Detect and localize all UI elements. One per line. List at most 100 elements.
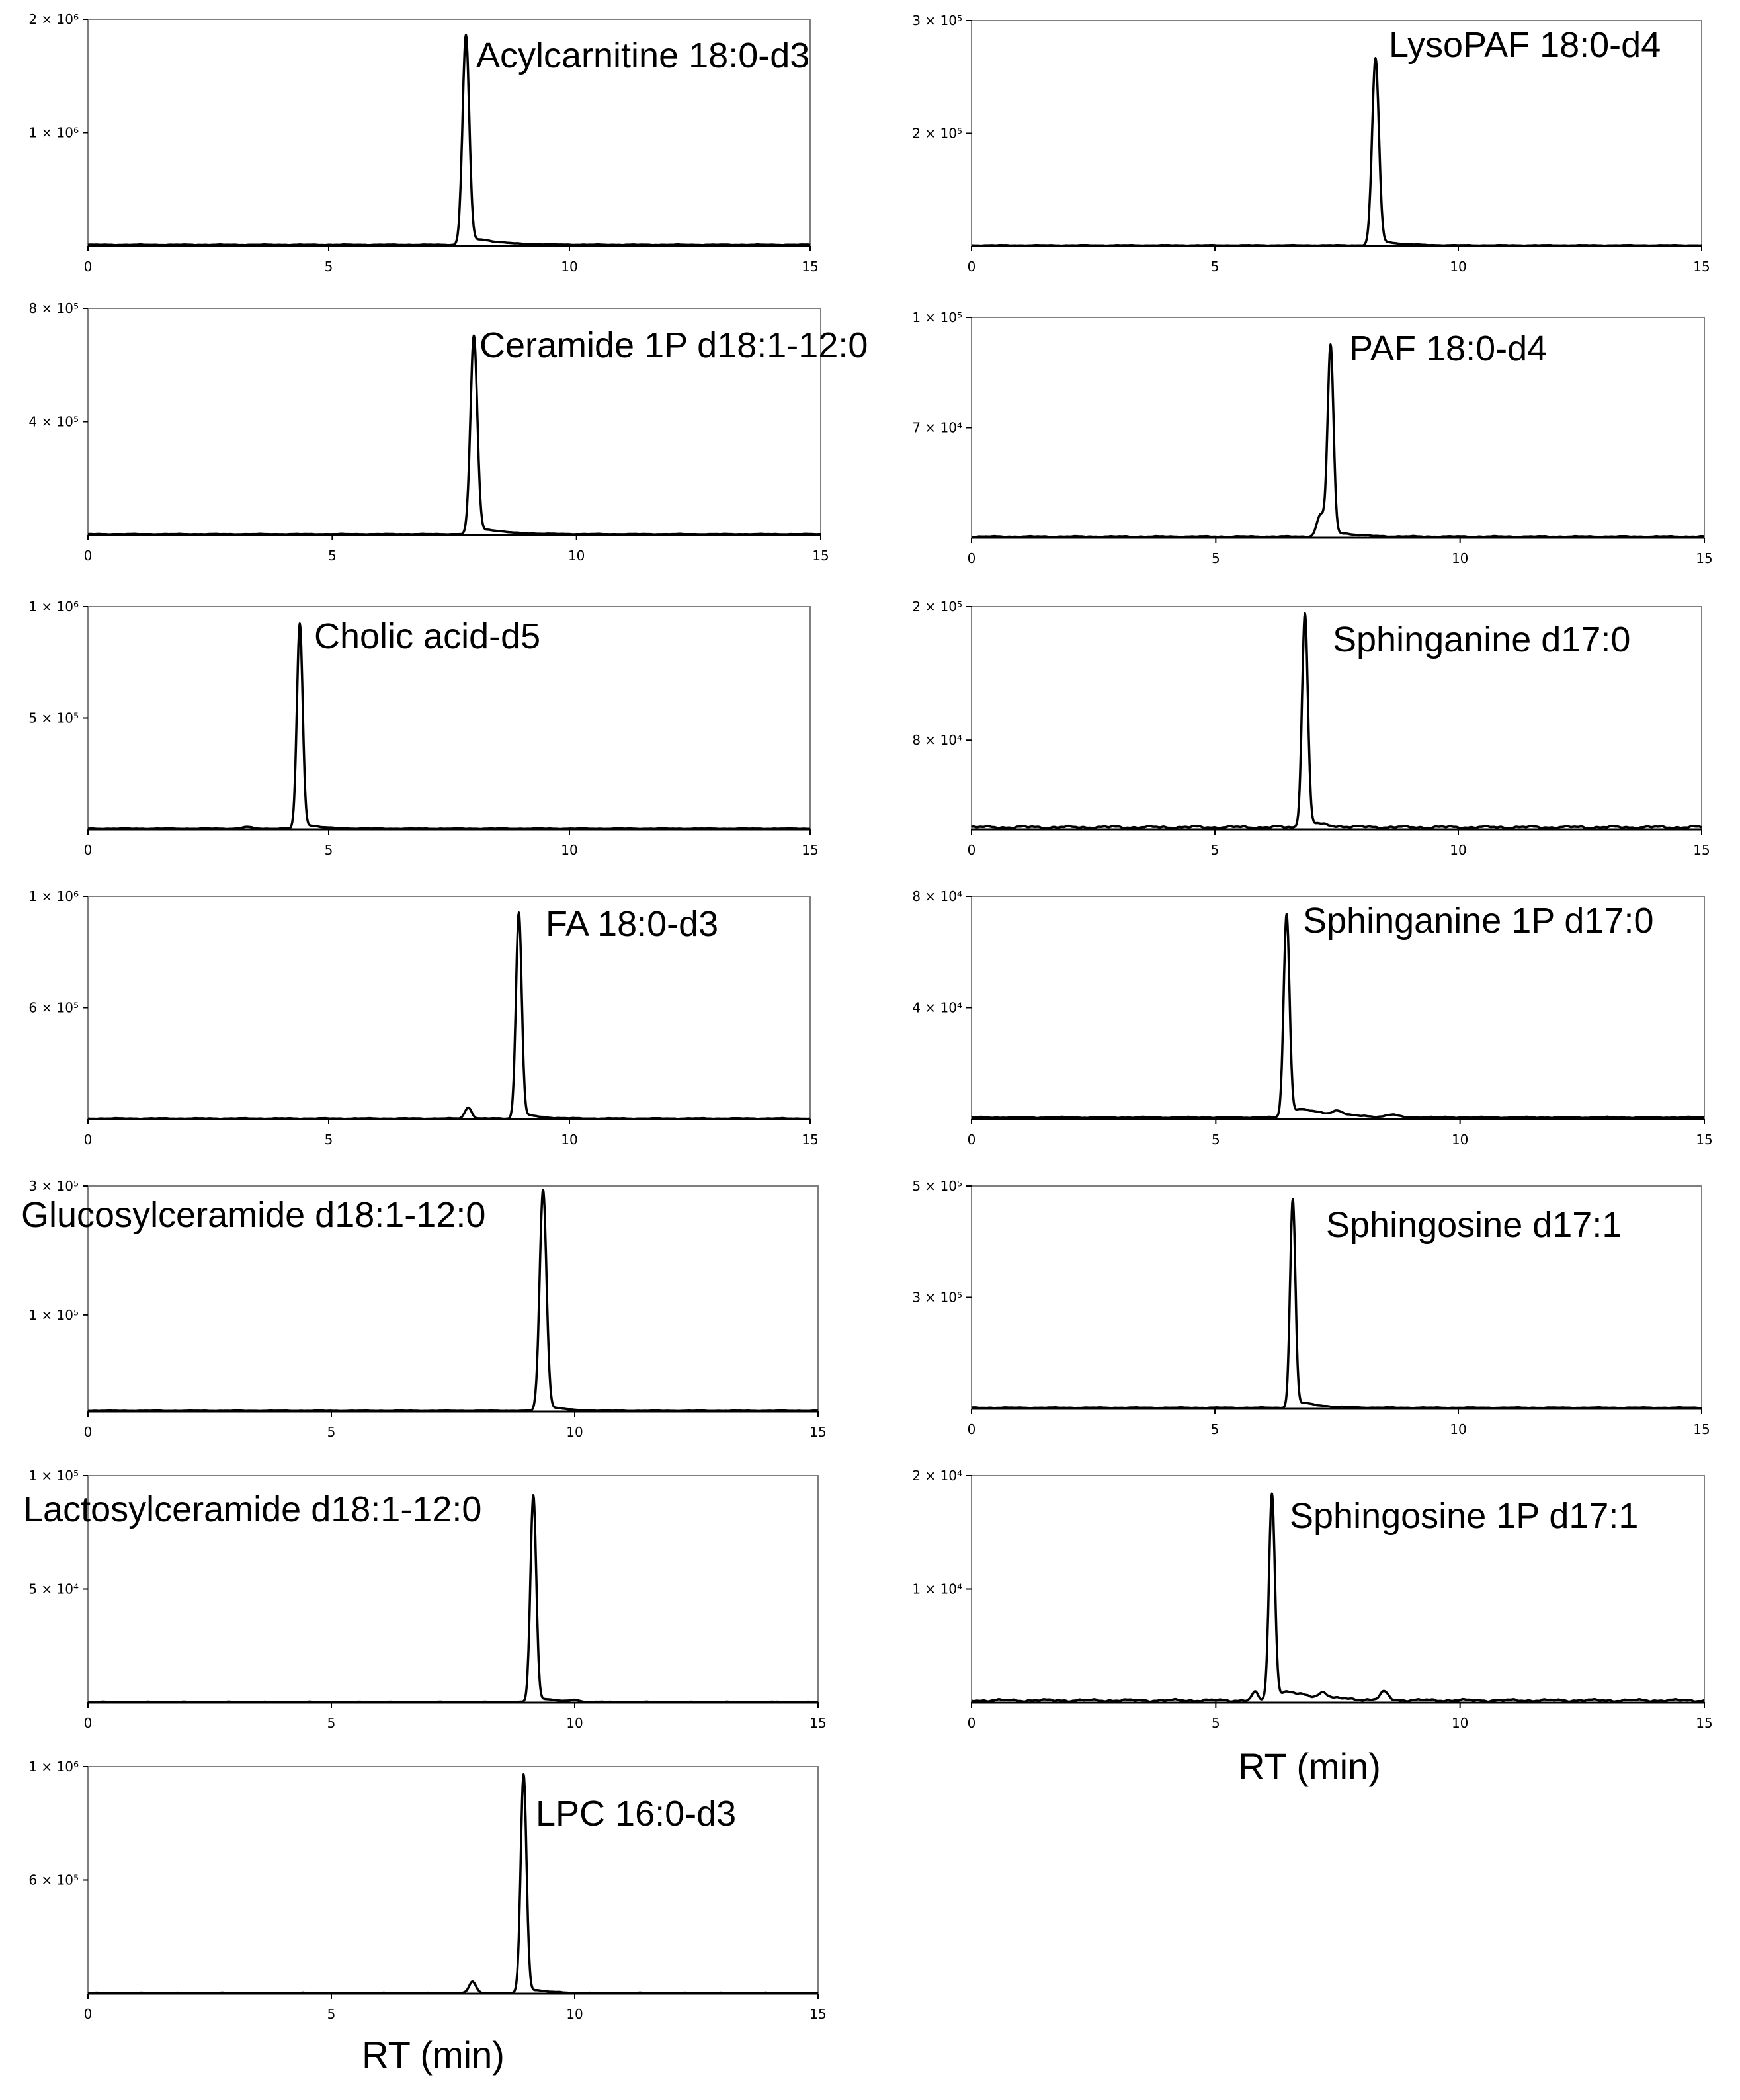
x-tick-label: 15 — [809, 1424, 826, 1440]
x-tick-label: 5 — [1212, 1715, 1220, 1731]
chart-panel-glucosylceramide-d18-1-12-0: 0 5 10 15 3 × 10⁵ 1 × 10⁵ Glucosylceramide d18… — [21, 1178, 827, 1440]
y-tick-label: 2 × 10⁴ — [912, 1468, 962, 1484]
chart-panel-sphinganine-1p-d17-0: 0 5 10 15 8 × 10⁴ 4 × 10⁴ Sphinganine 1P d17:0 — [912, 888, 1712, 1148]
chromatogram-trace — [970, 343, 1706, 538]
x-tick-label: 5 — [325, 842, 333, 858]
x-tick-label: 15 — [1693, 1421, 1710, 1437]
x-tick-label: 15 — [1696, 1715, 1712, 1731]
compound-label: Ceramide 1P d18:1-12:0 — [479, 325, 868, 365]
y-tick-label: 2 × 10⁵ — [912, 599, 962, 614]
x-tick-label: 5 — [328, 548, 337, 564]
x-tick-label: 15 — [802, 842, 818, 858]
y-tick-label: 5 × 10⁴ — [28, 1581, 79, 1597]
x-tick-label: 0 — [84, 1424, 93, 1440]
chart-panel-sphingosine-d17-1: 0 5 10 15 5 × 10⁵ 3 × 10⁵ Sphingosine d17:1 — [912, 1178, 1710, 1437]
chart-panel-lactosylceramide-d18-1-12-0: 0 5 10 15 1 × 10⁵ 5 × 10⁴ Lactosylceramide d18… — [23, 1468, 827, 1731]
x-tick-label: 0 — [84, 2006, 93, 2022]
chart-panel-ceramide-1p-d18-1-12-0: 0 5 10 15 8 × 10⁵ 4 × 10⁵ Ceramide 1P d18:1-12… — [28, 300, 868, 564]
chart-panel-lysopaf-18-0-d4: 0 5 10 15 3 × 10⁵ 2 × 10⁵ LysoPAF 18:0-d4 — [912, 13, 1710, 274]
x-tick-label: 0 — [84, 548, 93, 564]
x-tick-label: 0 — [968, 842, 976, 858]
chromatogram-trace — [87, 1189, 819, 1413]
y-tick-label: 2 × 10⁶ — [28, 11, 79, 27]
compound-label: PAF 18:0-d4 — [1349, 329, 1547, 368]
y-tick-label: 5 × 10⁵ — [912, 1178, 962, 1194]
x-tick-label: 15 — [1693, 259, 1710, 274]
x-tick-label: 5 — [1211, 842, 1220, 858]
y-tick-label: 1 × 10⁵ — [28, 1307, 79, 1323]
x-tick-label: 0 — [84, 1715, 93, 1731]
x-tick-label: 10 — [566, 1715, 583, 1731]
y-tick-label: 1 × 10⁵ — [912, 310, 962, 325]
chart-panel-sphinganine-d17-0: 0 5 10 15 2 × 10⁵ 8 × 10⁴ Sphinganine d17:0 — [912, 599, 1710, 858]
chromatogram-trace — [970, 612, 1703, 830]
chromatogram-trace — [970, 1198, 1703, 1409]
chromatogram-trace — [87, 911, 811, 1120]
x-tick-label: 5 — [1211, 1421, 1220, 1437]
x-axis-title-right: RT (min) — [1238, 1745, 1381, 1787]
y-tick-label: 3 × 10⁵ — [912, 1290, 962, 1306]
chromatogram-trace — [87, 334, 822, 536]
x-tick-label: 5 — [1212, 550, 1220, 566]
chromatogram-trace — [970, 913, 1706, 1120]
x-tick-label: 5 — [327, 2006, 336, 2022]
x-tick-label: 10 — [1450, 1421, 1466, 1437]
x-tick-label: 5 — [327, 1424, 336, 1440]
plot-area-frame — [971, 317, 1705, 538]
x-tick-label: 5 — [325, 259, 333, 274]
x-tick-label: 10 — [1452, 1132, 1468, 1148]
x-tick-label: 10 — [1452, 1715, 1468, 1731]
compound-label: Sphinganine d17:0 — [1333, 620, 1630, 659]
y-tick-label: 1 × 10⁶ — [28, 1759, 79, 1775]
x-tick-label: 10 — [1450, 259, 1466, 274]
compound-label: Cholic acid-d5 — [314, 616, 540, 656]
chromatogram-trace — [970, 1492, 1706, 1703]
chart-panel-sphingosine-1p-d17-1: 0 5 10 15 2 × 10⁴ 1 × 10⁴ Sphingosine 1P d17:1 — [912, 1468, 1712, 1731]
y-tick-label: 2 × 10⁵ — [912, 126, 962, 142]
x-tick-label: 15 — [812, 548, 829, 564]
y-tick-label: 1 × 10⁶ — [28, 888, 79, 904]
y-tick-label: 4 × 10⁴ — [912, 1000, 962, 1016]
chart-panel-paf-18-0-d4: 0 5 10 15 1 × 10⁵ 7 × 10⁴ PAF 18:0-d4 — [912, 310, 1712, 566]
x-tick-label: 10 — [1452, 550, 1468, 566]
compound-label: Acylcarnitine 18:0-d3 — [476, 36, 809, 75]
y-tick-label: 8 × 10⁴ — [912, 888, 962, 904]
y-tick-label: 8 × 10⁵ — [28, 300, 79, 316]
x-tick-label: 15 — [809, 1715, 826, 1731]
x-tick-label: 0 — [968, 1132, 976, 1148]
x-tick-label: 5 — [325, 1132, 333, 1148]
chromatogram-trace — [87, 622, 811, 831]
compound-label: LysoPAF 18:0-d4 — [1389, 25, 1661, 65]
y-tick-label: 1 × 10⁶ — [28, 599, 79, 614]
y-tick-label: 1 × 10⁴ — [912, 1581, 962, 1597]
x-tick-label: 5 — [327, 1715, 336, 1731]
y-tick-label: 3 × 10⁵ — [28, 1178, 79, 1194]
compound-label: FA 18:0-d3 — [546, 904, 718, 944]
x-axis-title-left: RT (min) — [362, 2034, 505, 2076]
x-tick-label: 5 — [1212, 1132, 1220, 1148]
x-tick-label: 5 — [1211, 259, 1220, 274]
chart-panel-lpc-16-0-d3: 0 5 10 15 1 × 10⁶ 6 × 10⁵ LPC 16:0-d3 — [28, 1759, 826, 2022]
x-tick-label: 10 — [561, 259, 577, 274]
chromatogram-trace — [87, 1494, 819, 1704]
x-tick-label: 10 — [568, 548, 585, 564]
x-tick-label: 10 — [566, 2006, 583, 2022]
x-tick-label: 0 — [84, 842, 93, 858]
x-tick-label: 0 — [968, 259, 976, 274]
chromatogram-trace — [87, 34, 811, 247]
y-tick-label: 6 × 10⁵ — [28, 1000, 79, 1016]
x-tick-label: 10 — [561, 842, 577, 858]
x-tick-label: 15 — [1693, 842, 1710, 858]
compound-label: LPC 16:0-d3 — [536, 1794, 736, 1833]
y-tick-label: 7 × 10⁴ — [912, 420, 962, 436]
y-tick-label: 3 × 10⁵ — [912, 13, 962, 28]
compound-label: Lactosylceramide d18:1-12:0 — [23, 1490, 481, 1529]
compound-label: Sphinganine 1P d17:0 — [1303, 901, 1653, 941]
chromatogram-trace — [87, 1773, 819, 1995]
chromatogram-trace — [970, 57, 1703, 247]
x-tick-label: 10 — [566, 1424, 583, 1440]
x-tick-label: 10 — [1450, 842, 1466, 858]
y-tick-label: 5 × 10⁵ — [28, 710, 79, 726]
y-tick-label: 8 × 10⁴ — [912, 732, 962, 748]
